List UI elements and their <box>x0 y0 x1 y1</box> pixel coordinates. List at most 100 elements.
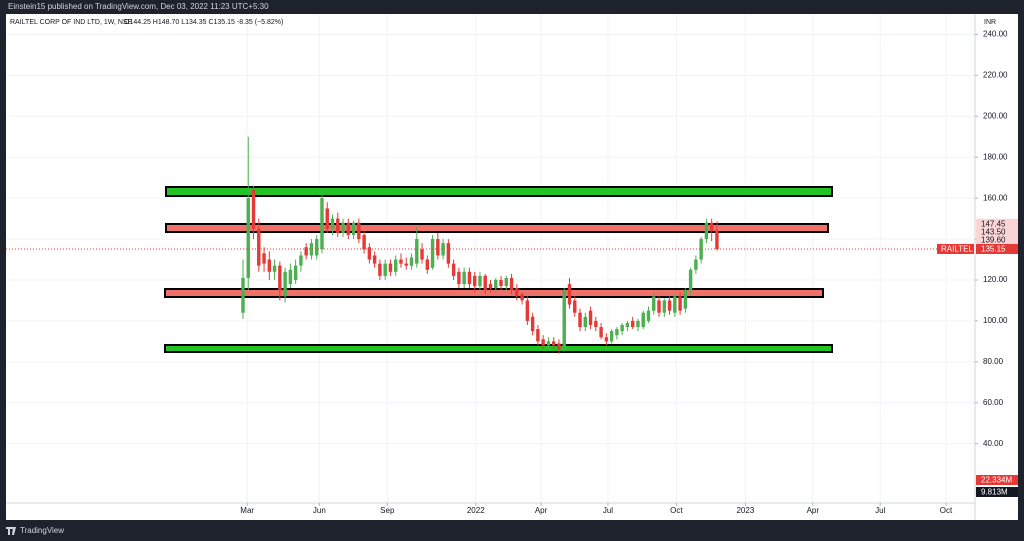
x-tick-label: 2023 <box>736 506 754 515</box>
candle-body <box>272 265 277 272</box>
candle-body <box>451 263 456 276</box>
candle-body <box>351 222 356 235</box>
candle-body <box>636 320 640 328</box>
price-tag-label: 139.60 <box>981 235 1006 244</box>
candle-body <box>520 294 524 301</box>
x-tick-label: Mar <box>240 506 254 515</box>
volume-tag <box>976 487 1018 497</box>
volume-tag <box>976 475 1018 485</box>
y-tick-label: 240.00 <box>983 30 1008 39</box>
candle-body <box>573 300 577 313</box>
candle-body <box>309 243 314 256</box>
price-tag <box>976 218 1018 229</box>
candle-body <box>509 277 514 291</box>
candle-body <box>594 320 598 328</box>
candle-body <box>494 279 498 289</box>
candle-body <box>620 324 624 332</box>
candle-body <box>615 329 619 336</box>
candle-body <box>346 222 351 235</box>
candle-body <box>420 249 424 260</box>
candle-body <box>251 189 256 229</box>
candle-body <box>699 239 703 260</box>
candle-body <box>536 329 540 342</box>
candle-body <box>657 300 661 313</box>
candle-body <box>641 312 645 328</box>
candle-body <box>304 247 308 256</box>
candle-body <box>588 310 593 325</box>
candle-body <box>462 271 466 285</box>
candle-body <box>578 312 582 328</box>
candle-body <box>267 259 272 272</box>
candle-body <box>704 222 709 240</box>
candle-body <box>530 316 535 332</box>
price-tag <box>976 234 1018 245</box>
y-tick-label: 100.00 <box>983 316 1008 325</box>
candle-body <box>288 269 293 285</box>
candle-body <box>315 239 319 256</box>
resistance-zone <box>164 288 824 298</box>
candle-body <box>457 271 461 285</box>
candle-body <box>646 310 651 321</box>
price-tag-label: 135.15 <box>981 245 1006 254</box>
candle-body <box>673 296 677 313</box>
y-tick-label: 220.00 <box>983 70 1008 79</box>
x-tick-label: Sep <box>380 506 395 515</box>
symbol-tag <box>937 243 974 254</box>
y-tick-label: 120.00 <box>983 275 1008 284</box>
candle-body <box>372 255 377 264</box>
y-unit: INR <box>984 19 996 26</box>
candle-body <box>441 243 445 256</box>
candle-body <box>241 277 245 313</box>
candle-body <box>383 263 387 276</box>
chart-title: RAILTEL CORP OF IND LTD, 1W, NSE <box>10 19 133 26</box>
candle-body <box>525 300 530 321</box>
x-tick-label: 2022 <box>467 506 485 515</box>
candle-body <box>483 275 487 291</box>
candle-body <box>583 316 588 328</box>
candle-body <box>367 247 372 260</box>
candle-body <box>472 275 477 287</box>
y-tick-label: 200.00 <box>983 111 1008 120</box>
candle-body <box>257 228 261 266</box>
y-tick-label: 160.00 <box>983 193 1008 202</box>
y-tick-label: 60.00 <box>983 398 1004 407</box>
candle-body <box>246 198 250 278</box>
y-tick-label: 80.00 <box>983 357 1004 366</box>
candle-body <box>399 259 403 264</box>
x-tick-label: Jul <box>875 506 885 515</box>
candle-body <box>330 218 335 229</box>
candle-body <box>515 288 519 297</box>
candle-body <box>678 296 682 311</box>
header: Einstein15 published on TradingView.com,… <box>8 2 269 11</box>
candle-body <box>336 218 340 233</box>
candle-body <box>688 269 693 291</box>
price-tag-label: 147.45 <box>981 219 1006 228</box>
candle-body <box>478 275 482 287</box>
candle-body <box>262 253 266 264</box>
candle-body <box>662 300 666 313</box>
candle-body <box>562 290 566 350</box>
candle-body <box>409 257 414 266</box>
x-tick-label: Apr <box>807 506 820 515</box>
candle-body <box>604 337 609 342</box>
x-tick-label: Oct <box>940 506 953 515</box>
symbol-tag-label: RAILTEL <box>941 245 973 254</box>
candle-body <box>467 271 472 285</box>
resistance-zone <box>165 223 829 233</box>
candle-body <box>341 222 345 233</box>
candle-body <box>625 322 630 328</box>
candle-body <box>683 290 688 309</box>
candle-body <box>599 327 603 338</box>
candle-body <box>446 243 451 264</box>
candle-body <box>694 259 698 270</box>
candle-body <box>436 239 440 256</box>
volume-label: 22.334M <box>981 476 1012 485</box>
x-tick-label: Apr <box>535 506 548 515</box>
candle-body <box>504 277 509 287</box>
candle-body <box>430 239 435 268</box>
candle-body <box>404 263 408 266</box>
candle-body <box>557 343 561 350</box>
candle-body <box>546 341 551 346</box>
volume-label: 9.813M <box>981 488 1008 497</box>
